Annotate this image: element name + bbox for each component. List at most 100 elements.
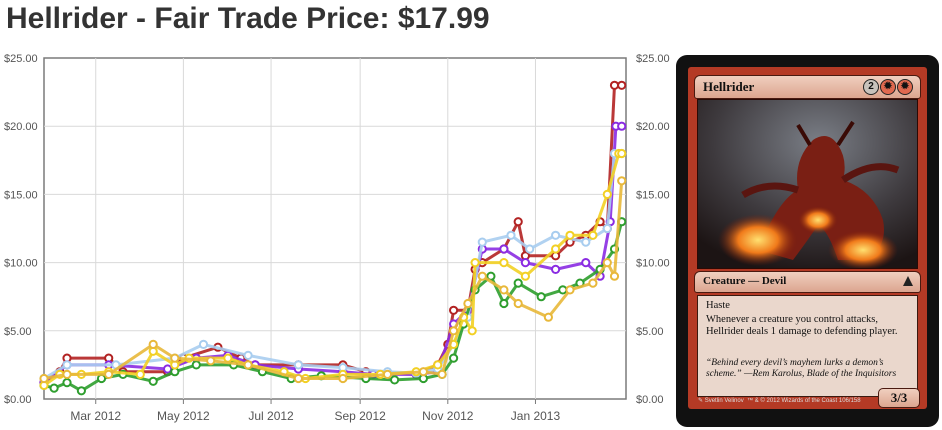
data-point xyxy=(551,230,561,240)
data-point xyxy=(449,353,459,363)
data-point xyxy=(602,223,612,234)
data-point xyxy=(513,298,523,309)
data-point xyxy=(551,264,561,274)
card-illustrator-line: ✎ Svetlin Velinov ™ & © 2012 Wizards of … xyxy=(698,397,861,404)
data-point xyxy=(581,258,591,268)
x-tick-label: Mar 2012 xyxy=(70,409,121,423)
data-point xyxy=(243,350,253,360)
data-point xyxy=(76,386,87,396)
data-point xyxy=(477,271,487,281)
data-point xyxy=(602,258,612,268)
data-point xyxy=(418,367,428,377)
card-text-box: Haste Whenever a creature you control at… xyxy=(697,295,918,397)
y-tick-label-right: $20.00 xyxy=(636,121,670,133)
data-point xyxy=(499,285,509,295)
y-tick-label-right: $0.00 xyxy=(636,394,664,406)
data-point xyxy=(513,217,523,227)
data-point xyxy=(135,369,145,379)
card-copyright: ™ & © 2012 Wizards of the Coast 106/158 xyxy=(747,398,861,404)
data-point xyxy=(467,326,477,336)
data-point xyxy=(463,298,473,309)
data-point xyxy=(520,258,531,268)
data-point xyxy=(513,278,523,288)
red-mana-icon: ✹ xyxy=(880,79,896,95)
y-tick-label-right: $25.00 xyxy=(636,53,670,65)
data-point xyxy=(293,373,303,384)
data-point xyxy=(62,360,72,370)
set-symbol-icon xyxy=(903,276,913,286)
data-point xyxy=(449,305,459,315)
red-mana-icon: ✹ xyxy=(897,79,913,95)
data-point xyxy=(433,360,443,370)
grid-lines xyxy=(44,58,626,399)
data-point xyxy=(96,373,107,384)
devil-artwork-icon xyxy=(698,100,917,268)
data-point xyxy=(163,364,173,374)
data-point xyxy=(170,353,180,363)
x-tick-label: May 2012 xyxy=(157,409,210,423)
data-point xyxy=(437,369,447,379)
data-point xyxy=(543,312,554,322)
data-point xyxy=(617,176,627,186)
data-point xyxy=(223,353,233,363)
data-point xyxy=(477,237,487,247)
data-point xyxy=(338,373,348,384)
data-point xyxy=(382,369,393,379)
x-tick-label: Jan 2013 xyxy=(511,409,561,423)
data-point xyxy=(565,285,575,295)
y-tick-label-left: $15.00 xyxy=(4,189,38,201)
data-point xyxy=(293,360,303,370)
y-axis-left: $0.00 $5.00 $10.00 $15.00 $20.00 $25.00 xyxy=(4,53,38,406)
data-point xyxy=(558,285,568,295)
card-ability-haste: Haste xyxy=(706,300,730,311)
data-point xyxy=(551,244,561,254)
card-illustrator: Svetlin Velinov xyxy=(704,398,744,404)
price-chart: $0.00 $5.00 $10.00 $15.00 $20.00 $25.00 $0.00… xyxy=(0,48,680,430)
x-axis: Mar 2012 May 2012 Jul 2012 Sep 2012 Nov 2012… xyxy=(70,399,560,423)
data-point xyxy=(565,230,575,240)
data-point xyxy=(148,376,158,386)
card-name: Hellrider xyxy=(703,79,755,94)
card-artwork xyxy=(697,99,918,269)
data-point xyxy=(617,121,627,131)
series-layer xyxy=(39,80,627,396)
card-type-line: Creature — Devil xyxy=(703,275,787,287)
data-point xyxy=(62,369,72,379)
card-ability-trigger: Whenever a creature you control attacks,… xyxy=(706,314,898,337)
data-point xyxy=(62,378,72,388)
data-point xyxy=(499,244,509,254)
data-point xyxy=(525,244,535,254)
data-point xyxy=(588,278,598,288)
data-point xyxy=(39,373,49,384)
data-point xyxy=(588,230,598,240)
data-point xyxy=(609,80,620,90)
page-title: Hellrider - Fair Trade Price: $17.99 xyxy=(6,2,490,35)
y-tick-label-left: $10.00 xyxy=(4,258,38,270)
price-chart-svg: $0.00 $5.00 $10.00 $15.00 $20.00 $25.00 $0.00… xyxy=(4,53,670,423)
paintbrush-icon: ✎ xyxy=(698,398,705,404)
data-point xyxy=(617,148,627,159)
y-tick-label-left: $20.00 xyxy=(4,121,38,133)
generic-mana-icon: 2 xyxy=(863,79,879,95)
data-point xyxy=(520,271,531,281)
y-tick-label-right: $15.00 xyxy=(636,189,670,201)
y-tick-label-right: $5.00 xyxy=(636,326,664,338)
data-point xyxy=(390,375,400,385)
data-point xyxy=(499,258,509,268)
data-point xyxy=(609,271,620,281)
y-tick-label-left: $25.00 xyxy=(4,53,38,65)
card-power-toughness: 3/3 xyxy=(878,388,920,408)
data-point xyxy=(243,360,253,370)
data-point xyxy=(581,237,591,247)
data-point xyxy=(602,189,612,199)
data-point xyxy=(49,383,59,393)
plot-background xyxy=(43,57,627,400)
y-tick-label-right: $10.00 xyxy=(636,258,670,270)
data-point xyxy=(470,258,480,268)
data-point xyxy=(499,298,509,309)
data-point xyxy=(198,339,209,349)
y-axis-right: $0.00 $5.00 $10.00 $15.00 $20.00 $25.00 xyxy=(636,53,670,406)
x-tick-label: Jul 2012 xyxy=(248,409,294,423)
card-type-bar: Creature — Devil xyxy=(694,271,921,293)
data-point xyxy=(449,326,459,336)
